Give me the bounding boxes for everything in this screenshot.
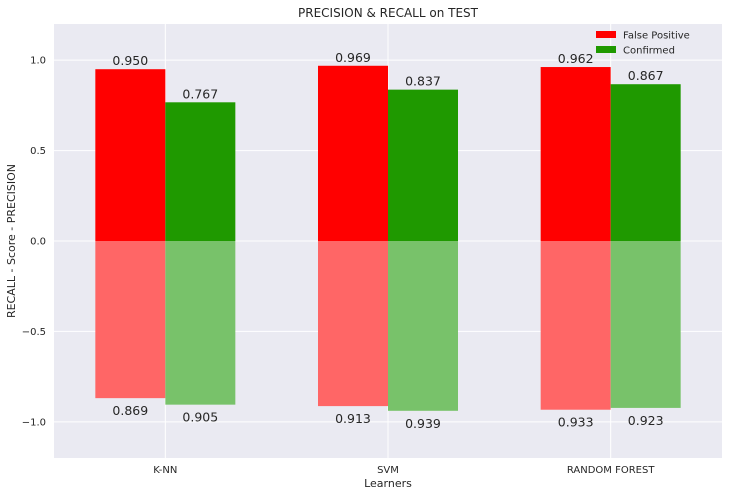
- recall-data-label: 0.869: [112, 403, 148, 418]
- y-tick-label: 1.0: [30, 56, 46, 67]
- recall-data-label: 0.933: [558, 415, 594, 430]
- recall-bar: [318, 241, 388, 407]
- recall-data-label: 0.923: [628, 413, 664, 428]
- y-tick-label: −1.0: [22, 417, 46, 428]
- precision-bar: [165, 102, 236, 241]
- data-labels: 0.950 0.869 0.969 0.913 0.962 0.933 0.767 0.905…: [112, 50, 663, 431]
- precision-bar: [388, 89, 458, 241]
- precision-bar: [540, 67, 611, 241]
- precision-bar: [318, 65, 388, 242]
- recall-data-label: 0.913: [335, 411, 371, 426]
- precision-data-label: 0.969: [335, 50, 371, 65]
- x-tick-label: RANDOM FOREST: [567, 465, 655, 476]
- chart-title: PRECISION & RECALL on TEST: [298, 6, 479, 20]
- y-tick-label: 0.0: [30, 237, 46, 248]
- x-axis-label: Learners: [364, 477, 412, 490]
- precision-data-label: 0.867: [628, 68, 664, 83]
- precision-data-label: 0.767: [182, 86, 218, 101]
- legend-swatch: [596, 46, 616, 53]
- x-tick-label: K-NN: [153, 465, 177, 476]
- precision-bar: [95, 69, 166, 241]
- legend: False Positive Confirmed: [596, 31, 690, 57]
- precision-bar: [610, 84, 681, 241]
- precision-data-label: 0.962: [558, 51, 594, 66]
- recall-data-label: 0.905: [182, 410, 218, 425]
- legend-swatch: [596, 31, 616, 38]
- legend-entry-label: False Positive: [623, 31, 690, 42]
- y-tick-label: −0.5: [22, 327, 46, 338]
- recall-data-label: 0.939: [405, 416, 441, 431]
- y-tick-label: 0.5: [30, 146, 46, 157]
- x-axis-ticks: K-NN SVM RANDOM FOREST: [153, 465, 655, 476]
- bars: [95, 65, 681, 411]
- recall-bar: [388, 241, 458, 411]
- recall-bar: [165, 241, 236, 405]
- precision-data-label: 0.950: [112, 53, 148, 68]
- recall-bar: [540, 241, 611, 410]
- legend-entry-label: Confirmed: [623, 46, 675, 57]
- recall-bar: [610, 241, 681, 408]
- y-axis-label: RECALL - Score - PRECISION: [5, 164, 18, 318]
- x-tick-label: SVM: [377, 465, 399, 476]
- y-axis-ticks: 1.0 0.5 0.0 −0.5 −1.0: [22, 56, 46, 429]
- precision-data-label: 0.837: [405, 74, 441, 89]
- recall-bar: [95, 241, 166, 399]
